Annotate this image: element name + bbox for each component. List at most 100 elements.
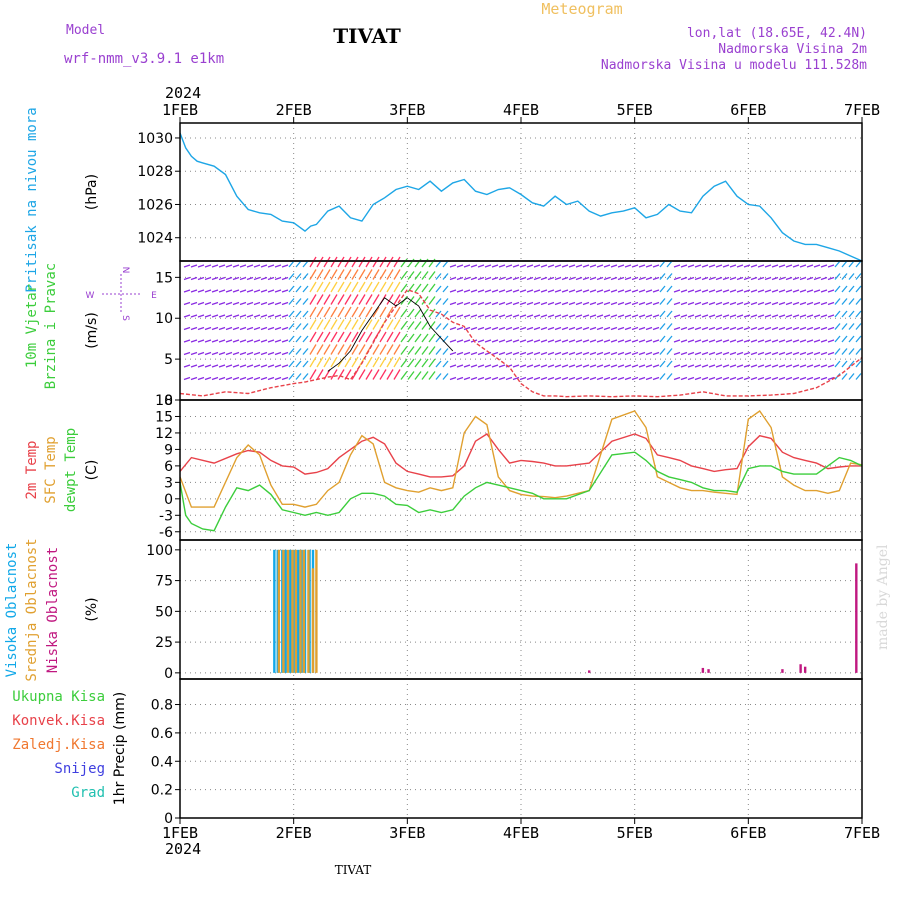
wind-barb — [827, 301, 835, 306]
wind-barb — [624, 376, 632, 381]
wind-barb — [729, 351, 737, 356]
wind-barb — [225, 326, 233, 331]
wind-barb — [400, 346, 408, 355]
ytick-label: 6 — [164, 459, 173, 475]
wind-barb — [645, 276, 653, 281]
wind-barb — [680, 339, 688, 343]
wind-barb — [463, 264, 471, 268]
wind-barb — [421, 371, 429, 380]
wind-barb — [190, 264, 198, 268]
wind-barb — [722, 351, 730, 356]
ytick-label: 1030 — [137, 131, 173, 147]
wind-barb — [197, 326, 205, 331]
wind-barb — [701, 339, 709, 343]
wind-barb — [365, 356, 373, 368]
wind-barb — [554, 376, 562, 381]
wind-barb — [596, 364, 604, 368]
wind-barb — [288, 285, 295, 293]
wind-barb — [253, 301, 261, 306]
wind-barb — [771, 364, 779, 368]
wind-barb — [827, 314, 835, 318]
ytick-label: 0.6 — [151, 726, 173, 742]
wind-barb — [533, 364, 541, 368]
wind-barb — [575, 376, 583, 381]
wind-barb — [302, 335, 309, 343]
wind-barb — [792, 314, 800, 318]
wind-barb — [722, 364, 730, 368]
wind-barb — [470, 351, 478, 356]
wind-barb — [575, 301, 583, 306]
wind-barb — [309, 306, 317, 318]
legend-label: Snijeg — [54, 761, 105, 777]
wind-barb — [631, 264, 639, 268]
bar-mid_cloud — [307, 549, 310, 673]
wind-barb — [351, 269, 359, 280]
wind-barb — [365, 269, 373, 280]
wind-barb — [757, 276, 765, 281]
wind-barb — [435, 310, 442, 318]
wind-barb — [358, 269, 366, 280]
wind-barb — [190, 301, 198, 306]
wind-barb — [477, 364, 485, 368]
wind-barb — [722, 376, 730, 381]
wind-barb — [652, 289, 660, 293]
series-black_line — [327, 297, 454, 372]
wind-barb — [309, 369, 317, 380]
wind-barb — [260, 376, 268, 381]
compass-s: S — [120, 315, 130, 321]
wind-barb — [351, 331, 359, 343]
panel-title: Brzina i Pravac — [43, 263, 59, 389]
wind-barb — [372, 369, 380, 380]
wind-barb — [316, 319, 324, 330]
legend-label: Ukupna Kisa — [12, 689, 105, 705]
wind-barb — [435, 373, 442, 380]
wind-barb — [666, 360, 673, 368]
wind-barb — [484, 351, 492, 356]
wind-barb — [624, 351, 632, 356]
wind-barb — [841, 373, 848, 380]
wind-barb — [428, 371, 436, 380]
wind-barb — [442, 348, 449, 355]
wind-barb — [715, 339, 723, 343]
wind-barb — [568, 376, 576, 381]
wind-barb — [267, 376, 275, 381]
wind-barb — [554, 364, 562, 368]
wind-barb — [316, 344, 324, 355]
wind-barb — [694, 364, 702, 368]
wind-barb — [246, 351, 254, 356]
station-title: TIVAT — [333, 24, 401, 48]
wind-barb — [428, 308, 436, 318]
wind-barb — [848, 273, 855, 280]
wind-barb — [526, 376, 534, 381]
wind-barb — [379, 256, 387, 268]
wind-barb — [806, 326, 814, 331]
wind-barb — [232, 301, 240, 306]
wind-barb — [645, 376, 653, 381]
panel-title: Pritisak na nivou mora — [24, 107, 40, 292]
wind-barb — [498, 314, 506, 318]
wind-barb — [750, 276, 758, 281]
wind-barb — [561, 264, 569, 268]
legend-label: Zaledj.Kisa — [12, 737, 105, 753]
wind-barb — [617, 314, 625, 318]
wind-barb — [239, 264, 247, 268]
wind-barb — [470, 326, 478, 331]
wind-barb — [225, 264, 233, 268]
wind-barb — [330, 306, 338, 318]
meteogram-label: Meteogram — [541, 0, 622, 18]
wind-barb — [568, 314, 576, 318]
wind-barb — [694, 326, 702, 331]
panel-title: dewpt Temp — [63, 428, 79, 512]
wind-barb — [484, 376, 492, 381]
wind-barb — [736, 326, 744, 331]
wind-barb — [456, 301, 464, 306]
panel-title: SFC Temp — [43, 436, 59, 503]
wind-barb — [806, 276, 814, 281]
wind-barb — [204, 276, 212, 281]
wind-barb — [687, 326, 695, 331]
wind-barb — [218, 289, 226, 293]
model-label: Model — [66, 23, 105, 38]
wind-barb — [232, 276, 240, 281]
wind-barb — [442, 373, 449, 380]
wind-barb — [638, 276, 646, 281]
